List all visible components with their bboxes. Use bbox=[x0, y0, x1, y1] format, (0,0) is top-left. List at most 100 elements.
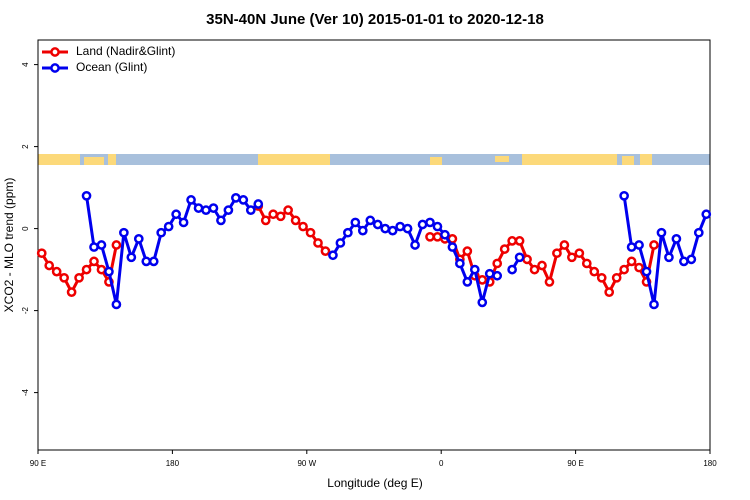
data-point bbox=[634, 262, 644, 273]
plot-frame bbox=[37, 39, 711, 451]
data-point bbox=[693, 227, 704, 238]
data-point bbox=[201, 205, 211, 215]
data-point bbox=[104, 266, 114, 277]
x-tick-label: 180 bbox=[703, 459, 717, 468]
data-point bbox=[447, 242, 458, 252]
y-tick-label: 0 bbox=[21, 226, 30, 231]
data-point bbox=[320, 246, 331, 256]
data-point bbox=[574, 248, 585, 259]
data-point bbox=[216, 215, 226, 226]
data-point bbox=[111, 299, 122, 310]
data-point bbox=[567, 252, 577, 263]
legend-marker bbox=[50, 47, 60, 57]
data-point bbox=[328, 250, 338, 261]
x-tick-label: 90 W bbox=[297, 459, 316, 468]
data-point bbox=[305, 227, 316, 238]
data-point bbox=[193, 203, 204, 213]
data-point bbox=[81, 264, 92, 275]
x-tick-label: 0 bbox=[439, 459, 444, 468]
data-point bbox=[171, 209, 181, 220]
data-point bbox=[141, 256, 152, 267]
data-point bbox=[507, 264, 517, 275]
data-point bbox=[626, 256, 637, 267]
x-tick-label: 90 E bbox=[567, 459, 583, 468]
x-tick-label: 180 bbox=[166, 459, 180, 468]
x-tick-label: 90 E bbox=[30, 459, 46, 468]
data-point bbox=[514, 236, 525, 246]
data-point bbox=[432, 231, 443, 242]
data-point bbox=[544, 277, 555, 287]
data-point bbox=[89, 256, 99, 267]
data-point bbox=[51, 266, 62, 277]
data-point bbox=[365, 215, 376, 226]
data-point bbox=[477, 275, 488, 285]
legend-marker bbox=[50, 63, 60, 73]
data-point bbox=[634, 240, 644, 250]
data-point bbox=[387, 225, 398, 236]
data-point bbox=[559, 240, 570, 250]
data-point bbox=[283, 205, 293, 215]
data-point bbox=[238, 195, 249, 205]
data-point bbox=[298, 221, 308, 232]
data-point bbox=[581, 258, 592, 269]
data-point bbox=[81, 190, 92, 201]
data-point bbox=[417, 219, 428, 230]
data-point bbox=[425, 217, 435, 228]
chart-title: 35N-40N June (Ver 10) 2015-01-01 to 2020… bbox=[206, 11, 544, 28]
y-axis-label: XCO2 - MLO trend (ppm) bbox=[2, 178, 16, 313]
data-point bbox=[372, 219, 383, 230]
data-point bbox=[671, 234, 682, 244]
y-tick-label: 2 bbox=[21, 144, 30, 149]
data-point bbox=[462, 246, 473, 256]
data-point bbox=[268, 209, 279, 220]
data-point bbox=[357, 225, 368, 236]
data-point bbox=[425, 231, 435, 242]
data-point bbox=[626, 242, 637, 252]
data-point bbox=[186, 195, 196, 205]
data-point bbox=[469, 264, 480, 275]
data-point bbox=[275, 211, 286, 222]
data-point bbox=[36, 248, 47, 259]
data-point bbox=[619, 190, 629, 201]
data-point bbox=[126, 252, 137, 263]
data-point bbox=[589, 266, 600, 277]
data-point bbox=[432, 221, 443, 232]
data-point bbox=[529, 264, 540, 275]
data-point bbox=[74, 272, 84, 283]
data-point bbox=[343, 227, 353, 238]
data-point bbox=[290, 215, 301, 226]
data-point bbox=[59, 272, 69, 283]
data-point bbox=[96, 264, 107, 275]
data-point bbox=[649, 299, 659, 310]
data-point bbox=[380, 223, 391, 234]
x-axis-label: Longitude (deg E) bbox=[327, 476, 422, 490]
data-point bbox=[604, 287, 615, 297]
y-tick-label: 4 bbox=[21, 62, 30, 67]
data-point bbox=[440, 229, 450, 240]
data-point bbox=[686, 254, 697, 265]
data-point bbox=[178, 217, 189, 228]
data-point bbox=[313, 238, 323, 248]
data-point bbox=[96, 240, 107, 250]
data-point bbox=[156, 227, 167, 238]
data-point bbox=[701, 209, 712, 220]
data-point bbox=[492, 258, 503, 269]
data-point bbox=[402, 223, 413, 234]
data-point bbox=[245, 205, 256, 215]
data-point bbox=[66, 287, 77, 297]
y-tick-label: -4 bbox=[21, 388, 30, 396]
data-point bbox=[477, 297, 488, 308]
data-point bbox=[208, 203, 219, 213]
data-point bbox=[231, 193, 241, 203]
legend-label: Land (Nadir&Glint) bbox=[76, 44, 175, 58]
data-point bbox=[507, 236, 517, 246]
data-point bbox=[148, 256, 159, 267]
data-point bbox=[335, 238, 346, 248]
data-point bbox=[619, 264, 629, 275]
data-point bbox=[537, 260, 547, 271]
data-point bbox=[395, 221, 405, 232]
data-point bbox=[111, 240, 122, 250]
data-point bbox=[44, 260, 55, 271]
data-point bbox=[649, 240, 659, 250]
